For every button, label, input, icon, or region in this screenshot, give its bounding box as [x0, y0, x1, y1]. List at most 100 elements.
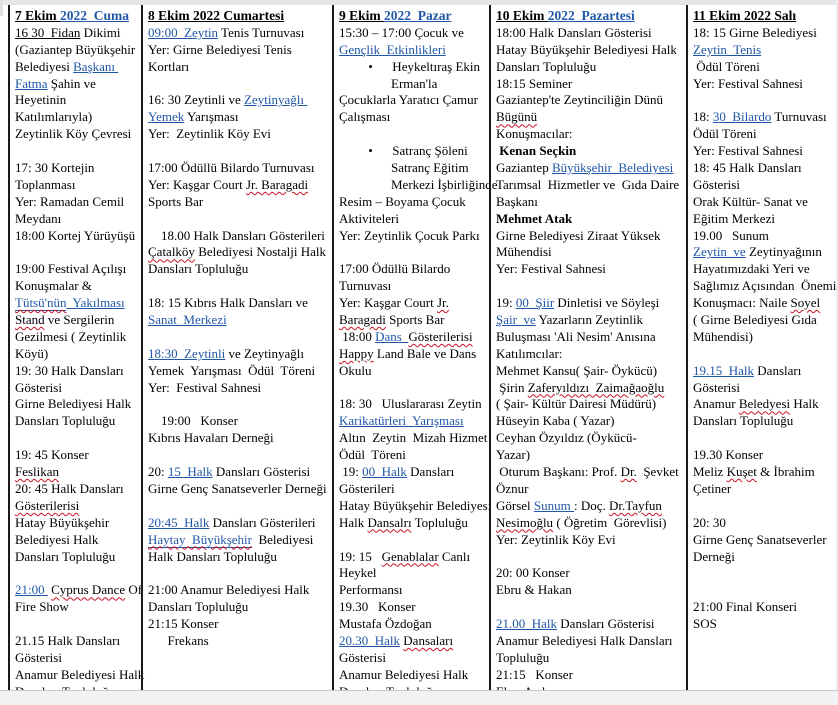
text-segment: 19.30 Konser [339, 599, 416, 615]
doc-line: 19:00 Festival Açılışı [15, 261, 139, 278]
text-segment: Katılımlarıyla) [15, 109, 93, 125]
doc-line: Dansları Topluluğu [693, 413, 836, 430]
text-segment: Çocuklarla Yaratıcı Çamur [339, 92, 478, 108]
window-right-edge [836, 0, 838, 705]
text-segment: Zaferyıldızı Zaimağaoğlu [527, 379, 665, 395]
doc-line: 18: 45 Halk Dansları [693, 160, 836, 177]
doc-line: Gösterileri [339, 481, 487, 498]
doc-line: Gezilmesi ( Zeytinlik [15, 329, 139, 346]
doc-line: Toplanması [15, 177, 139, 194]
text-segment: Dansları Topluluğu [148, 599, 249, 615]
doc-blank-line [148, 447, 330, 464]
doc-line: Hayatımızdaki Yeri ve [693, 261, 836, 278]
text-segment: Dans [375, 328, 409, 344]
text-segment: Soyel [790, 295, 821, 311]
text-segment: 7 Ekim [15, 8, 61, 23]
doc-line: Kortları [148, 59, 330, 76]
text-segment: Sağlımız Açısından Önemi [693, 278, 837, 294]
text-segment: Belediyesi Halk [15, 531, 99, 547]
doc-line: 8 Ekim 2022 Cumartesi [148, 8, 330, 25]
doc-line: 21:00 Final Konseri [693, 599, 836, 616]
doc-blank-line [693, 498, 836, 515]
text-segment: Of [125, 582, 143, 598]
text-segment: Yer: Zeytinlik Köy Evi [496, 531, 616, 547]
text-segment: Tenis Turnuvası [218, 24, 305, 40]
doc-line: Merkezi İşbirliğinde [339, 177, 498, 194]
text-segment: 09:00 Zeytin [148, 24, 219, 40]
text-segment: 16 30 Fidan [15, 24, 81, 40]
text-segment: Katılımcılar: [496, 345, 563, 361]
doc-line: Yer: Festival Sahnesi [496, 261, 684, 278]
day-column-11-ekim-sali[interactable]: 11 Ekim 2022 Salı 18: 15 Girne Belediyesi… [686, 5, 838, 705]
doc-line: 17:00 Ödüllü Bilardo Turnuvası [148, 160, 330, 177]
text-segment: Anamur Belediyesi Halk Dansları [496, 632, 673, 648]
doc-line: Girne Genç Sanatseverler Derneği [148, 481, 330, 498]
text-segment: 21:00 Anamur Belediyesi Halk [148, 582, 310, 598]
text-segment: Dr.Tayfun [609, 497, 662, 513]
text-segment: Gaziantep [496, 160, 552, 176]
doc-line: 10 Ekim 2022 Pazartesi [496, 8, 684, 25]
doc-blank-line [693, 346, 836, 363]
text-segment: Topluluğu [411, 514, 468, 530]
doc-blank-line [148, 396, 330, 413]
doc-line: Okulu [339, 363, 487, 380]
text-segment: Yer: Ramadan Cemil [15, 193, 125, 209]
doc-line: Konuşmacılar: [496, 126, 684, 143]
day-column-8-ekim-cumartesi[interactable]: 8 Ekim 2022 Cumartesi 09:00 Zeytin Tenis … [141, 5, 332, 705]
doc-line: 19: 30 Halk Dansları [15, 363, 139, 380]
text-segment: 20.30 Halk [339, 632, 401, 648]
doc-blank-line [496, 599, 684, 616]
text-segment: Büyükşehir Belediyesi [551, 160, 674, 176]
text-segment: 20: [148, 464, 168, 480]
text-segment: Land Bale ve Dans [373, 345, 477, 361]
text-segment: 19: 45 Konser [15, 447, 89, 463]
text-segment: Gösterisi [693, 379, 740, 395]
text-segment: 2022 Cuma [60, 8, 130, 23]
text-segment: Hüseyin Kaba ( Yazar) [496, 413, 615, 429]
text-segment: Yer: Festival Sahnesi [693, 143, 803, 159]
text-segment: Girne Belediyesi Ziraat Yüksek [496, 227, 661, 243]
doc-line: Ödül Töreni [693, 59, 836, 76]
text-segment: Beledyesi [738, 396, 791, 412]
text-segment: 15 Halk [167, 464, 213, 480]
doc-line: ( Şair- Kültür Dairesi Müdürü) [496, 396, 684, 413]
day-column-10-ekim-pazartesi[interactable]: 10 Ekim 2022 Pazartesi 18:00 Halk Danslar… [489, 5, 686, 705]
text-segment: Nesimoğlu [496, 514, 554, 530]
day-column-7-ekim-cuma[interactable]: 7 Ekim 2022 Cuma 16 30 Fidan Dikimi (Gazia… [8, 5, 144, 705]
text-segment: Gösterisi [339, 649, 386, 665]
doc-line: 17:00 Ödüllü Bilardo [339, 261, 487, 278]
text-segment: Yer: Festival Sahnesi [148, 379, 262, 395]
text-segment: 21:00 Final Konseri [693, 599, 797, 615]
doc-line: Belediyesi Halk [15, 532, 139, 549]
doc-line: Mehmet Atak [496, 211, 684, 228]
day-column-9-ekim-pazar[interactable]: 9 Ekim 2022 Pazar 15:30 – 17:00 Çocuk ve G… [332, 5, 498, 705]
text-segment: Yer: Kaşgar Court [148, 176, 246, 192]
text-segment: 20:45 Halk [148, 514, 210, 530]
doc-line: Hatay Büyükşehir Belediyesi Halk [496, 42, 684, 59]
text-segment: ( Şair- Kültür Dairesi Müdürü) [496, 396, 657, 412]
doc-line: Heyetinin [15, 92, 139, 109]
text-segment: Yer: Girne Belediyesi Tenis [148, 41, 292, 57]
doc-line: Yer: Festival Sahnesi [693, 143, 836, 160]
text-segment: Başkanı [496, 193, 538, 209]
text-segment: Gezilmesi ( Zeytinlik [15, 328, 127, 344]
text-segment: Mehmet Atak [496, 210, 573, 226]
doc-line: Feslikan [15, 464, 139, 481]
text-segment: • Satranç Şöleni [339, 143, 468, 159]
text-segment: Altın Zeytin Mizah Hizmet [339, 430, 488, 446]
text-segment: 19: [496, 295, 516, 311]
text-segment: & İbrahim [756, 464, 815, 480]
text-segment: 17:00 Ödüllü Bilardo Turnuvası [148, 160, 315, 176]
doc-line: 20.30 Halk Dansaları [339, 633, 487, 650]
text-segment: Ödül Töreni [339, 447, 406, 463]
text-segment: 18:00 [339, 328, 376, 344]
text-segment: Dansları Topluluğu [693, 413, 794, 429]
text-segment: Ebru & Hakan [496, 582, 572, 598]
doc-line: Eğitim Merkezi [693, 211, 836, 228]
text-segment: Gösterilerisi [408, 328, 473, 344]
text-segment: 10 Ekim [496, 8, 548, 23]
text-segment: Şahin ve [47, 75, 96, 91]
doc-line: 16: 30 Zeytinli ve Zeytinyağlı [148, 92, 330, 109]
text-segment: 19:00 Festival Açılışı [15, 261, 127, 277]
doc-line: Yer: Festival Sahnesi [148, 380, 330, 397]
